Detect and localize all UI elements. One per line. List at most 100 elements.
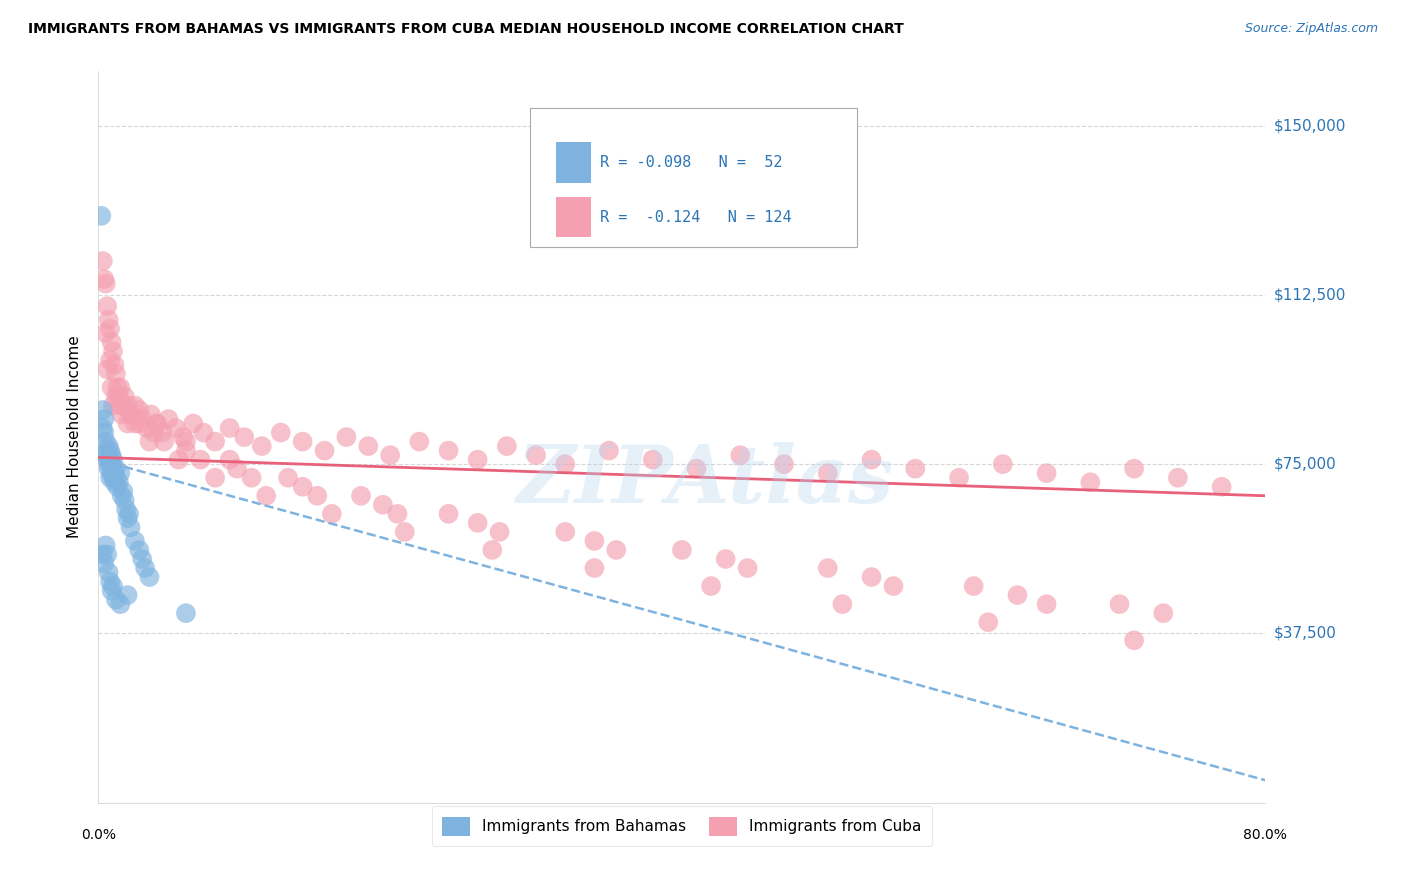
Point <box>138 570 160 584</box>
Point <box>91 421 114 435</box>
Point <box>97 312 120 326</box>
Point <box>96 548 118 562</box>
Point <box>134 561 156 575</box>
Point <box>357 439 380 453</box>
Point <box>277 471 299 485</box>
Point <box>1211 480 1233 494</box>
Point <box>110 466 132 480</box>
Point <box>218 452 240 467</box>
Point <box>135 421 157 435</box>
Point <box>111 399 134 413</box>
Point <box>167 452 190 467</box>
Point <box>94 277 117 291</box>
Point <box>94 434 117 449</box>
Point <box>110 380 132 394</box>
Point <box>101 344 124 359</box>
Point <box>481 543 503 558</box>
Point <box>104 367 127 381</box>
Point <box>671 543 693 558</box>
Point <box>218 421 240 435</box>
Point <box>1123 633 1146 648</box>
Point <box>174 606 197 620</box>
Point <box>181 417 204 431</box>
Point <box>111 408 134 422</box>
Point <box>1035 466 1057 480</box>
Point <box>496 439 519 453</box>
Point <box>110 597 132 611</box>
Point <box>380 448 402 462</box>
Point <box>139 408 162 422</box>
Point <box>321 507 343 521</box>
Point <box>91 254 114 268</box>
Point <box>98 353 121 368</box>
Point <box>737 561 759 575</box>
Point <box>583 561 606 575</box>
Point <box>240 471 263 485</box>
Point <box>98 574 121 589</box>
Point <box>146 417 169 431</box>
Text: 80.0%: 80.0% <box>1243 828 1288 842</box>
Point <box>117 417 139 431</box>
Point <box>860 452 883 467</box>
Point <box>105 380 128 394</box>
Point <box>128 417 150 431</box>
Point <box>172 430 194 444</box>
Point <box>437 507 460 521</box>
Point <box>100 466 122 480</box>
Point <box>93 557 115 571</box>
Point <box>110 399 132 413</box>
Point <box>138 434 160 449</box>
Point <box>96 362 118 376</box>
Point <box>117 511 139 525</box>
Point <box>488 524 510 539</box>
Point <box>101 579 124 593</box>
Point <box>977 615 1000 630</box>
Point <box>193 425 215 440</box>
Point <box>97 566 120 580</box>
Point <box>1123 461 1146 475</box>
Point <box>112 484 135 499</box>
Point <box>307 489 329 503</box>
Point <box>250 439 273 453</box>
Point <box>97 461 120 475</box>
Point <box>101 461 124 475</box>
Point <box>817 466 839 480</box>
Text: IMMIGRANTS FROM BAHAMAS VS IMMIGRANTS FROM CUBA MEDIAN HOUSEHOLD INCOME CORRELAT: IMMIGRANTS FROM BAHAMAS VS IMMIGRANTS FR… <box>28 22 904 37</box>
Point <box>554 457 576 471</box>
Point <box>174 434 197 449</box>
Point <box>120 408 142 422</box>
Point <box>120 408 142 422</box>
Point <box>153 434 176 449</box>
Point <box>96 452 118 467</box>
Point <box>94 538 117 552</box>
Point <box>641 452 664 467</box>
Point <box>124 417 146 431</box>
Point <box>948 471 970 485</box>
Point <box>93 412 115 426</box>
Point <box>124 533 146 548</box>
Text: $112,500: $112,500 <box>1274 287 1346 302</box>
Point <box>270 425 292 440</box>
Point <box>204 434 226 449</box>
Point <box>226 461 249 475</box>
Point <box>120 520 142 534</box>
Point <box>108 475 131 490</box>
Point <box>118 507 141 521</box>
Point <box>98 322 121 336</box>
Point <box>108 389 131 403</box>
Point <box>128 403 150 417</box>
Point <box>152 425 174 440</box>
Text: $37,500: $37,500 <box>1274 626 1337 641</box>
Point <box>904 461 927 475</box>
Point <box>115 502 138 516</box>
Point <box>90 209 112 223</box>
Point <box>700 579 723 593</box>
Point <box>254 489 277 503</box>
Point <box>291 480 314 494</box>
Point <box>104 592 127 607</box>
Point <box>103 475 125 490</box>
Point <box>93 425 115 440</box>
Point <box>91 548 114 562</box>
Point <box>991 457 1014 471</box>
Point <box>394 524 416 539</box>
